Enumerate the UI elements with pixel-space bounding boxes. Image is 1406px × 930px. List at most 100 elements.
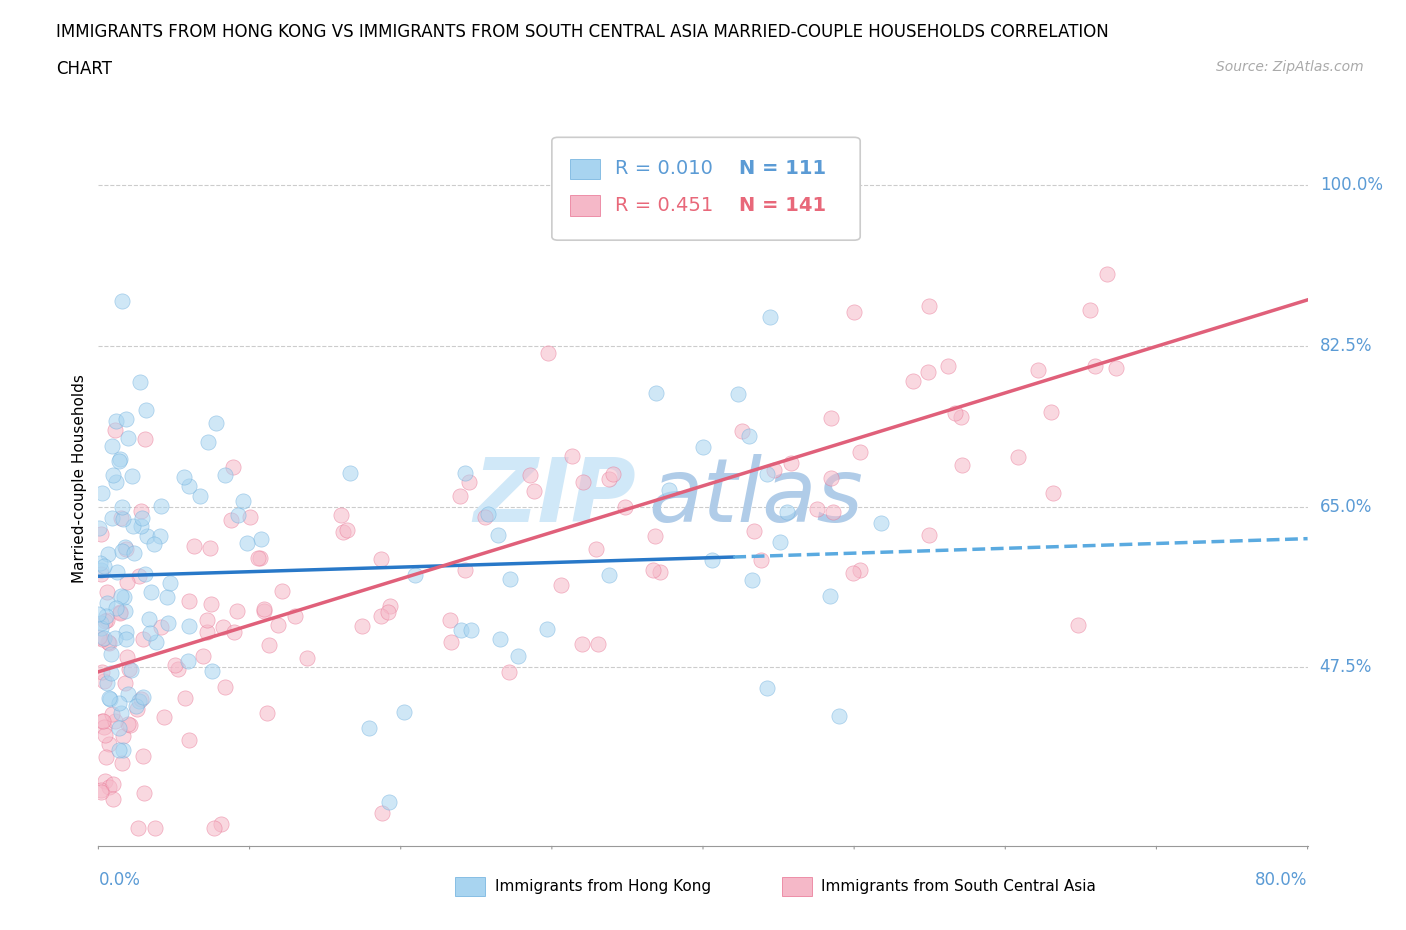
Point [87, 607, 110, 622]
Point [90, 621, 112, 636]
Point [1026, 363, 1049, 378]
Point [90, 665, 112, 680]
Point [1105, 361, 1128, 376]
Text: 100.0%: 100.0% [1320, 176, 1382, 194]
Point [132, 786, 155, 801]
Point [336, 523, 359, 538]
Point [135, 403, 157, 418]
Text: Immigrants from Hong Kong: Immigrants from Hong Kong [495, 879, 711, 895]
Point [100, 647, 122, 662]
Point [523, 484, 546, 498]
Point [641, 563, 664, 578]
Point [101, 777, 124, 791]
Point [820, 410, 842, 425]
Point [917, 365, 939, 380]
Point [104, 414, 127, 429]
Point [125, 698, 148, 713]
Point [943, 406, 966, 421]
Point [111, 742, 134, 757]
Point [90, 563, 112, 578]
Point [96, 676, 118, 691]
Point [235, 536, 257, 551]
Text: 0.0%: 0.0% [98, 871, 141, 889]
Point [94, 750, 117, 764]
Point [111, 294, 134, 309]
Point [820, 471, 842, 485]
Point [239, 510, 262, 525]
Point [359, 721, 381, 736]
Point [105, 474, 128, 489]
Point [97, 690, 120, 705]
Point [132, 749, 155, 764]
Point [115, 412, 138, 427]
Point [153, 709, 176, 724]
Point [329, 508, 352, 523]
Point [818, 589, 841, 604]
Point [848, 563, 870, 578]
Point [101, 511, 124, 525]
Point [284, 608, 307, 623]
Point [486, 527, 509, 542]
Point [93, 719, 115, 734]
Point [222, 624, 245, 639]
Point [440, 634, 463, 649]
Point [97, 636, 120, 651]
Point [828, 709, 851, 724]
Point [114, 540, 136, 555]
Point [93, 674, 115, 689]
Point [191, 649, 214, 664]
Point [1084, 359, 1107, 374]
Point [89, 555, 111, 570]
Text: N = 141: N = 141 [740, 196, 827, 215]
Point [118, 662, 141, 677]
Point [1066, 618, 1088, 632]
Text: N = 111: N = 111 [740, 159, 827, 179]
Point [96, 612, 118, 627]
Text: atlas: atlas [648, 455, 863, 540]
Point [156, 590, 179, 604]
Point [143, 820, 166, 835]
Text: Immigrants from South Central Asia: Immigrants from South Central Asia [821, 879, 1097, 895]
Point [131, 519, 153, 534]
Point [211, 620, 233, 635]
Point [222, 459, 245, 474]
Point [145, 634, 167, 649]
Point [115, 631, 138, 646]
Point [90, 526, 112, 541]
Point [214, 468, 236, 483]
Point [110, 588, 132, 603]
Point [1095, 267, 1118, 282]
Point [917, 527, 939, 542]
FancyBboxPatch shape [782, 877, 811, 896]
Point [371, 805, 394, 820]
Point [377, 794, 399, 809]
Point [731, 423, 754, 438]
Point [125, 701, 148, 716]
Point [179, 732, 201, 747]
Point [150, 498, 173, 513]
Point [195, 625, 218, 640]
Point [755, 681, 778, 696]
FancyBboxPatch shape [569, 195, 600, 216]
Point [454, 563, 477, 578]
Point [226, 604, 249, 618]
Point [117, 575, 139, 590]
Point [149, 619, 172, 634]
Point [179, 619, 201, 634]
Point [949, 409, 972, 424]
Point [519, 468, 541, 483]
Point [108, 721, 131, 736]
Point [439, 613, 461, 628]
Point [105, 565, 128, 579]
Point [572, 475, 595, 490]
Point [209, 817, 232, 831]
Point [571, 637, 593, 652]
Point [114, 541, 136, 556]
Point [1042, 485, 1064, 500]
Point [226, 508, 249, 523]
Point [550, 578, 572, 592]
Point [598, 567, 620, 582]
Point [101, 438, 124, 453]
Point [823, 505, 845, 520]
Point [727, 386, 749, 401]
